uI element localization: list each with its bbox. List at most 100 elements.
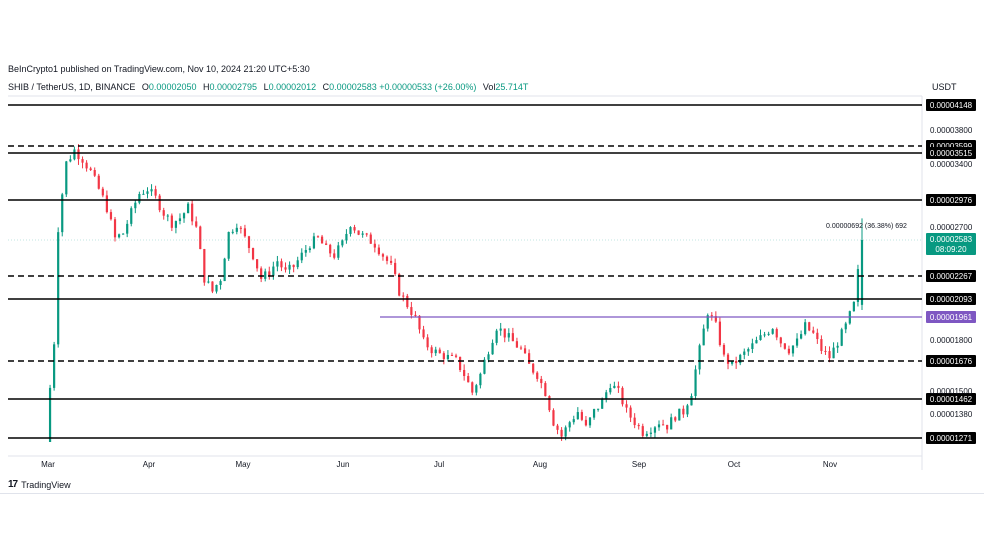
candle-body xyxy=(414,314,417,316)
candle-body xyxy=(126,223,129,234)
candle-body xyxy=(296,260,299,268)
high-label: H xyxy=(203,82,210,92)
candle-body xyxy=(223,258,226,282)
candle-body xyxy=(333,253,336,258)
candle-body xyxy=(162,210,165,216)
brand-label[interactable]: TradingView xyxy=(21,479,71,490)
candle-body xyxy=(730,361,734,364)
candle-body xyxy=(345,233,348,241)
candle-body xyxy=(678,408,681,421)
candle-body xyxy=(763,334,766,336)
candle-body xyxy=(227,232,230,259)
candle-body xyxy=(239,227,242,229)
candle-body xyxy=(61,194,64,233)
candle-body xyxy=(617,385,620,388)
candle-body xyxy=(495,330,498,343)
candle-body xyxy=(645,433,648,436)
candle-body xyxy=(458,356,462,371)
level-label-8: 0.00001462 xyxy=(930,395,973,404)
candle-body xyxy=(207,281,210,283)
tradingview-logo-icon[interactable]: 17 xyxy=(8,479,18,490)
candle-body xyxy=(743,351,746,355)
candle-body xyxy=(73,149,76,160)
candle-body xyxy=(657,424,661,428)
candle-body xyxy=(65,161,68,195)
candle-body xyxy=(341,240,344,246)
candle-body xyxy=(308,248,311,251)
candle-body xyxy=(89,168,92,171)
candle-body xyxy=(487,354,490,360)
candle-body xyxy=(276,261,279,267)
candle-body xyxy=(860,240,864,305)
candle-body xyxy=(446,354,450,360)
change-value: +0.00000533 (+26.00%) xyxy=(379,82,477,92)
measure-annotation: 0.00000692 (36.38%) 692 xyxy=(826,223,907,230)
currency-label[interactable]: USDT xyxy=(932,82,957,92)
close-value: 0.00002583 xyxy=(329,82,377,92)
volume-label: Vol xyxy=(482,82,496,92)
candle-body xyxy=(722,345,726,355)
candle-body xyxy=(795,338,799,346)
candle-body xyxy=(637,425,640,427)
candle-body xyxy=(284,267,287,270)
ohlc-legend: SHIB / TetherUS, 1D, BINANCE O0.00002050… xyxy=(8,82,528,92)
candle-body xyxy=(503,328,506,338)
candle-body xyxy=(515,341,519,348)
level-label-5: 0.00002093 xyxy=(930,295,973,304)
candle-body xyxy=(373,243,376,248)
x-tick-label-sep: Sep xyxy=(632,460,647,469)
candle-body xyxy=(406,295,409,308)
level-tag-7 xyxy=(926,355,976,367)
candle-body xyxy=(361,233,364,235)
candle-body xyxy=(576,412,579,420)
candle-body xyxy=(706,315,709,329)
candle-body xyxy=(316,236,320,238)
countdown-label: 08:09:20 xyxy=(935,245,967,254)
candle-body xyxy=(475,385,478,393)
candle-body xyxy=(353,227,356,231)
candle-body xyxy=(402,295,405,297)
candle-body xyxy=(235,227,238,232)
level-tag-9 xyxy=(926,432,976,444)
candle-body xyxy=(548,396,551,411)
candle-body xyxy=(666,424,669,430)
candle-body xyxy=(601,399,604,409)
level-label-4: 0.00002267 xyxy=(930,272,973,281)
candle-body xyxy=(381,254,385,257)
candle-body xyxy=(816,332,819,340)
candle-body xyxy=(325,243,328,245)
candle-body xyxy=(592,409,596,418)
volume-value: 25.714T xyxy=(495,82,529,92)
candle-body xyxy=(629,407,632,418)
x-tick-label-nov: Nov xyxy=(823,460,837,469)
candle-body xyxy=(146,191,149,194)
candle-body xyxy=(199,226,202,250)
candle-body xyxy=(467,376,470,383)
candle-body xyxy=(609,388,612,393)
open-label: O xyxy=(141,82,149,92)
symbol-label[interactable]: SHIB / TetherUS, 1D, BINANCE xyxy=(8,82,136,92)
candle-body xyxy=(85,162,88,169)
level-label-1: 0.00003599 xyxy=(930,142,973,151)
candle-body xyxy=(109,212,113,220)
level-label-6: 0.00001961 xyxy=(930,313,973,322)
candle-body xyxy=(471,382,474,393)
candle-body xyxy=(556,425,559,430)
candle-body xyxy=(491,342,494,355)
candle-body xyxy=(211,281,214,292)
y-tick-label-4: 0.00001500 xyxy=(930,387,973,396)
candle-body xyxy=(808,322,811,331)
candle-body xyxy=(499,328,502,331)
candle-body xyxy=(580,412,583,420)
candle-body xyxy=(840,329,843,346)
candle-body xyxy=(690,396,693,406)
candle-body xyxy=(337,245,340,258)
candle-body xyxy=(150,189,153,192)
footer: 17 TradingView xyxy=(8,479,71,490)
level-tag-3 xyxy=(926,194,976,206)
candle-body xyxy=(138,194,141,203)
candle-body xyxy=(584,419,588,426)
candle-body xyxy=(564,427,567,437)
candle-body xyxy=(166,215,169,217)
